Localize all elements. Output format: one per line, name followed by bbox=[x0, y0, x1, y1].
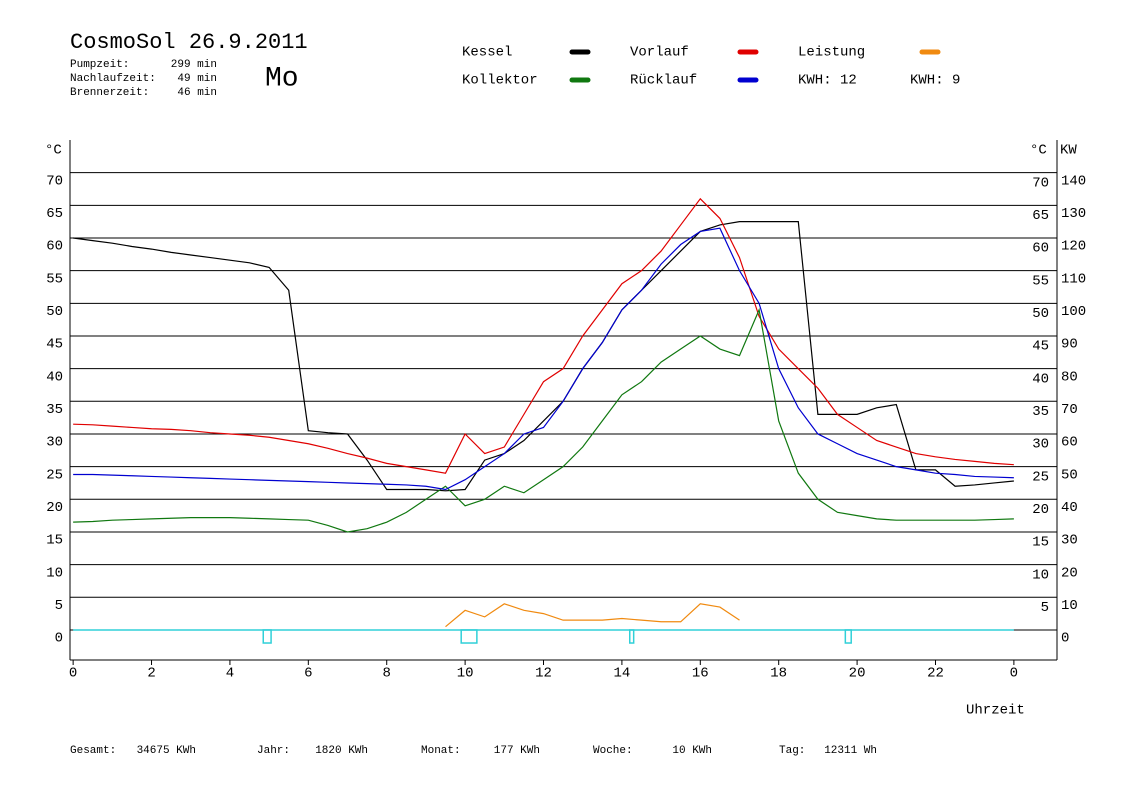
stat-value: 299 min bbox=[171, 59, 217, 71]
y-right-tick-label: 35 bbox=[1032, 404, 1049, 420]
footer-value: 177 KWh bbox=[494, 745, 540, 757]
stat-value: 49 min bbox=[177, 73, 217, 85]
y-right-tick-label: 10 bbox=[1032, 567, 1049, 583]
x-tick-label: 22 bbox=[927, 666, 944, 682]
pump-pulse bbox=[262, 629, 272, 644]
footer-value: 1820 KWh bbox=[315, 745, 368, 757]
kwh-label: KWH: 12 bbox=[798, 73, 857, 89]
y-right-tick-label: 60 bbox=[1032, 241, 1049, 257]
footer-label: Tag: bbox=[779, 745, 805, 757]
footer-label: Monat: bbox=[421, 745, 461, 757]
y-tick-label: 20 bbox=[46, 500, 63, 516]
y-right-tick-label: 40 bbox=[1032, 371, 1049, 387]
legend-label: Vorlauf bbox=[630, 45, 689, 61]
y-tick-label: 55 bbox=[46, 271, 63, 287]
y2-tick-label: 30 bbox=[1061, 533, 1078, 549]
legend-label: Leistung bbox=[798, 45, 865, 61]
y2-tick-label: 100 bbox=[1061, 304, 1086, 320]
x-tick-label: 0 bbox=[69, 666, 77, 682]
y-right-tick-label: 20 bbox=[1032, 502, 1049, 518]
x-tick-label: 12 bbox=[535, 666, 552, 682]
y-right-tick-label: 55 bbox=[1032, 273, 1049, 289]
y-right-tick-label: 65 bbox=[1032, 208, 1049, 224]
x-tick-label: 10 bbox=[457, 666, 474, 682]
y2-tick-label: 0 bbox=[1061, 631, 1069, 647]
x-tick-label: 0 bbox=[1010, 666, 1018, 682]
footer-label: Gesamt: bbox=[70, 745, 116, 757]
legend-label: Kollektor bbox=[462, 73, 538, 89]
pump-pulse bbox=[628, 629, 635, 644]
y-tick-label: 30 bbox=[46, 435, 63, 451]
y2-tick-label: 10 bbox=[1061, 598, 1078, 614]
y2-tick-label: 60 bbox=[1061, 435, 1078, 451]
x-tick-label: 20 bbox=[849, 666, 866, 682]
x-tick-label: 2 bbox=[147, 666, 155, 682]
x-tick-label: 18 bbox=[770, 666, 787, 682]
footer-value: 10 KWh bbox=[672, 745, 712, 757]
y2-tick-label: 40 bbox=[1061, 500, 1078, 516]
y2-tick-label: 110 bbox=[1061, 271, 1086, 287]
stat-label: Brennerzeit: bbox=[70, 87, 149, 99]
y-right-tick-label: 70 bbox=[1032, 175, 1049, 191]
stat-value: 46 min bbox=[177, 87, 217, 99]
y2-tick-label: 140 bbox=[1061, 173, 1086, 189]
series-line bbox=[445, 603, 740, 628]
y2-tick-label: 90 bbox=[1061, 337, 1078, 353]
legend-label: Rücklauf bbox=[630, 73, 697, 89]
x-tick-label: 14 bbox=[613, 666, 630, 682]
stat-label: Nachlaufzeit: bbox=[70, 73, 156, 85]
pump-pulse bbox=[460, 629, 478, 644]
x-tick-label: 8 bbox=[383, 666, 391, 682]
y-tick-label: 50 bbox=[46, 304, 63, 320]
day: Mo bbox=[265, 63, 299, 94]
stat-label: Pumpzeit: bbox=[70, 59, 129, 71]
y-unit-right: °C bbox=[1030, 143, 1047, 159]
y-tick-label: 40 bbox=[46, 369, 63, 385]
y-unit-left: °C bbox=[45, 143, 62, 159]
y-tick-label: 70 bbox=[46, 173, 63, 189]
footer-value: 34675 KWh bbox=[137, 745, 196, 757]
y-right-tick-label: 15 bbox=[1032, 535, 1049, 551]
legend-label: Kessel bbox=[462, 45, 512, 61]
y-right-tick-label: 45 bbox=[1032, 339, 1049, 355]
y2-tick-label: 80 bbox=[1061, 369, 1078, 385]
series-line bbox=[73, 227, 1014, 491]
series-line bbox=[73, 197, 1014, 474]
x-tick-label: 16 bbox=[692, 666, 709, 682]
y-tick-label: 65 bbox=[46, 206, 63, 222]
x-label: Uhrzeit bbox=[966, 703, 1025, 719]
series-line bbox=[73, 221, 1014, 492]
y-right-tick-label: 5 bbox=[1041, 600, 1049, 616]
y2-unit: KW bbox=[1060, 143, 1077, 159]
x-tick-label: 6 bbox=[304, 666, 312, 682]
y-tick-label: 10 bbox=[46, 565, 63, 581]
y-right-tick-label: 30 bbox=[1032, 437, 1049, 453]
series-line bbox=[73, 307, 1014, 533]
y-tick-label: 60 bbox=[46, 239, 63, 255]
y-tick-label: 45 bbox=[46, 337, 63, 353]
y-tick-label: 0 bbox=[55, 631, 63, 647]
footer-label: Woche: bbox=[593, 745, 633, 757]
y2-tick-label: 120 bbox=[1061, 239, 1086, 255]
pump-pulse bbox=[844, 629, 852, 644]
title: CosmoSol 26.9.2011 bbox=[70, 30, 308, 55]
y-tick-label: 15 bbox=[46, 533, 63, 549]
y-right-tick-label: 50 bbox=[1032, 306, 1049, 322]
kwh-label: KWH: 9 bbox=[910, 73, 960, 89]
y-tick-label: 5 bbox=[55, 598, 63, 614]
y2-tick-label: 50 bbox=[1061, 467, 1078, 483]
y-tick-label: 25 bbox=[46, 467, 63, 483]
footer-value: 12311 Wh bbox=[824, 745, 877, 757]
y2-tick-label: 20 bbox=[1061, 565, 1078, 581]
y2-tick-label: 70 bbox=[1061, 402, 1078, 418]
y2-tick-label: 130 bbox=[1061, 206, 1086, 222]
footer-label: Jahr: bbox=[257, 745, 290, 757]
y-right-tick-label: 25 bbox=[1032, 469, 1049, 485]
x-tick-label: 4 bbox=[226, 666, 234, 682]
y-tick-label: 35 bbox=[46, 402, 63, 418]
